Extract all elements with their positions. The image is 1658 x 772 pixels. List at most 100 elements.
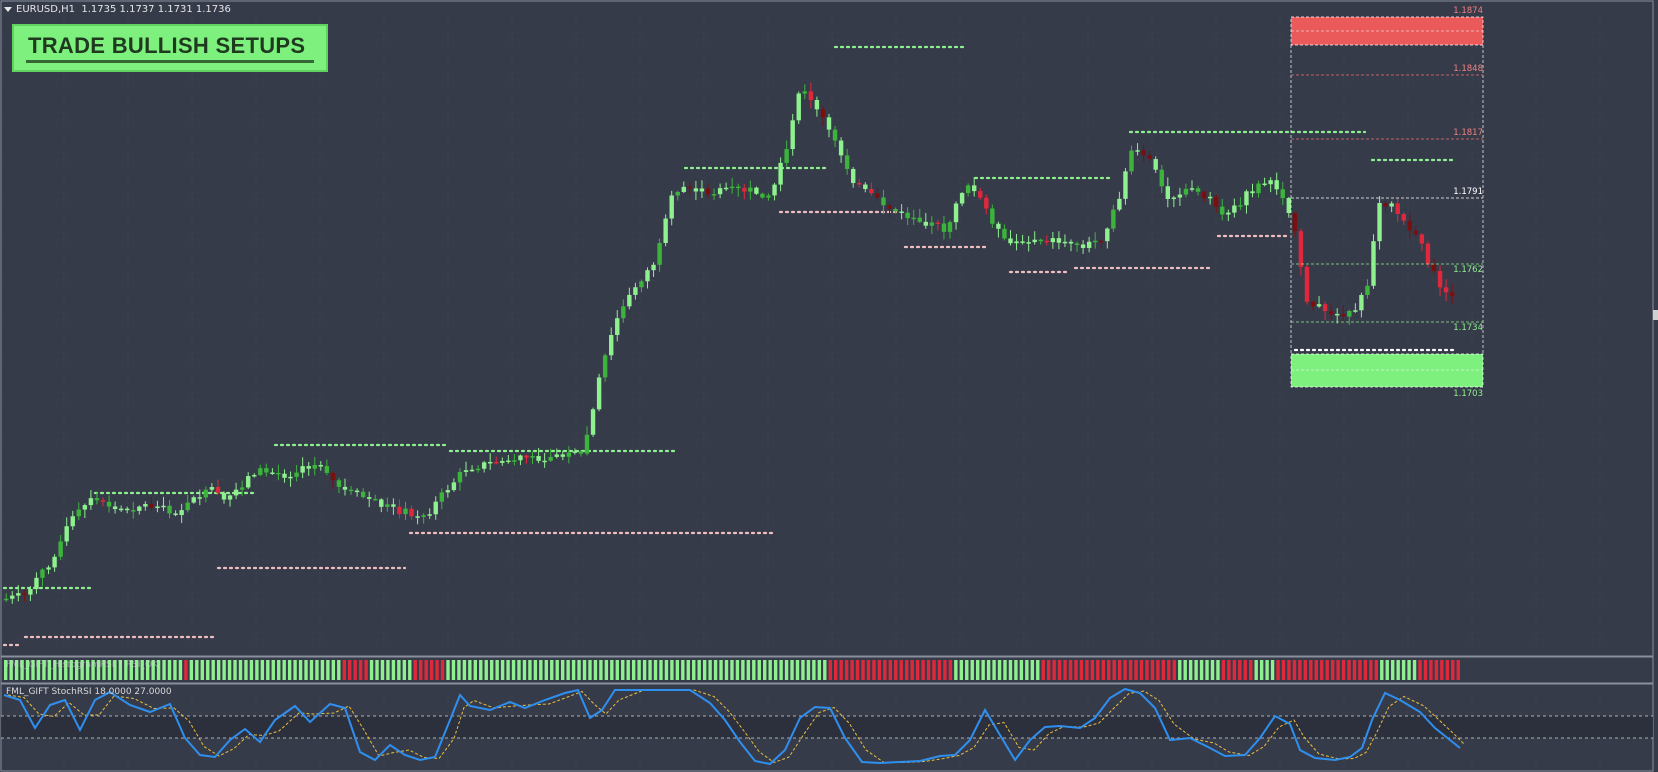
histogram-bar [238, 660, 243, 680]
histogram-bar [107, 660, 112, 680]
level-label-2: 1.1848 [1453, 64, 1483, 74]
candle-body [246, 476, 251, 488]
candle-body [1383, 203, 1388, 207]
histogram-bar [588, 660, 592, 680]
dropdown-triangle-icon[interactable] [4, 6, 12, 12]
candle-body [1268, 180, 1273, 185]
candle-body [64, 526, 69, 542]
candle-body [875, 193, 880, 198]
histogram-bar [304, 660, 308, 680]
candle-body [838, 140, 844, 156]
candle-body [46, 567, 51, 570]
histogram-bar [1068, 660, 1073, 680]
candle-body [681, 186, 686, 192]
histogram-bar [375, 660, 379, 680]
histogram-bar [1145, 660, 1149, 680]
trend-histogram [4, 660, 1460, 680]
histogram-bar [113, 660, 117, 680]
histogram-bar [757, 660, 761, 680]
candle-body [415, 516, 420, 518]
banner-underline [26, 60, 314, 63]
histogram-bar [1270, 660, 1275, 680]
histogram-bar [779, 660, 783, 680]
candle-body [1304, 266, 1310, 302]
candle-body [1353, 310, 1358, 312]
histogram-bar [1123, 660, 1127, 680]
candle-body [70, 516, 75, 527]
histogram-bar [348, 660, 352, 680]
stoch-main-line [3, 687, 1461, 766]
histogram-bar [195, 660, 199, 680]
histogram-bar [413, 660, 417, 680]
histogram-bar [1025, 660, 1029, 680]
candle-body [58, 541, 63, 557]
candle-body [1153, 159, 1158, 170]
candle-body [814, 100, 820, 110]
histogram-bar [888, 660, 893, 680]
histogram-bar [664, 660, 669, 680]
candle-body [1389, 203, 1394, 207]
stoch-signal-line [7, 689, 1465, 764]
histogram-bar [342, 660, 346, 680]
histogram-bar [1276, 660, 1280, 680]
histogram-bar [1150, 660, 1155, 680]
histogram-bar [932, 660, 936, 680]
candle-body [542, 460, 547, 463]
candle-body [615, 318, 620, 335]
candle-body [300, 466, 305, 473]
histogram-bar [1019, 660, 1024, 680]
candle-body [1347, 310, 1352, 317]
candle-body [1244, 191, 1249, 206]
histogram-bar [1259, 660, 1264, 680]
candle-body [802, 91, 807, 94]
candle-body [990, 208, 995, 224]
histogram-bar [1429, 660, 1433, 680]
histogram-bar [883, 660, 887, 680]
histogram-bar [997, 660, 1002, 680]
histogram-bar [320, 660, 325, 680]
candle-body [469, 469, 475, 472]
histogram-bar [844, 660, 849, 680]
candle-body [1395, 203, 1400, 215]
histogram-bar [1314, 660, 1318, 680]
histogram-bar [686, 660, 690, 680]
candle-body [572, 451, 578, 453]
histogram-bar [1003, 660, 1007, 680]
histogram-bar [222, 660, 226, 680]
candle-body [40, 569, 45, 578]
histogram-bar [1210, 660, 1215, 680]
histogram-bar [386, 660, 390, 680]
candle-body [530, 456, 535, 458]
candle-body [687, 186, 693, 189]
histogram-bar [178, 660, 183, 680]
histogram-bar [1238, 660, 1242, 680]
histogram-bar [1112, 660, 1116, 680]
histogram-bar [1205, 660, 1209, 680]
candle-body [832, 129, 838, 141]
histogram-bar [954, 660, 958, 680]
histogram-bar [1380, 660, 1384, 680]
histogram-bar [1347, 660, 1351, 680]
candle-body [239, 487, 245, 490]
histogram-bar [1221, 660, 1226, 680]
histogram-bar [1227, 660, 1231, 680]
histogram-bar [806, 660, 811, 680]
candle-body [947, 222, 953, 232]
candle-body [221, 492, 227, 500]
candle-body [1068, 241, 1074, 244]
chart-scroll-handle[interactable] [1653, 310, 1658, 320]
histogram-bar [1183, 660, 1187, 680]
candle-body [227, 495, 233, 500]
candle-body [1093, 240, 1098, 243]
candle-body [645, 270, 650, 282]
histogram-bar [331, 660, 336, 680]
histogram-bar [817, 660, 822, 680]
symbol-header[interactable]: EURUSD,H1 1.1735 1.1737 1.1731 1.1736 [4, 4, 231, 18]
histogram-bar [855, 660, 860, 680]
histogram-bar [1407, 660, 1411, 680]
histogram-bar [1434, 660, 1439, 680]
histogram-bar [692, 660, 696, 680]
candle-body [488, 461, 493, 464]
histogram-bar [129, 660, 133, 680]
